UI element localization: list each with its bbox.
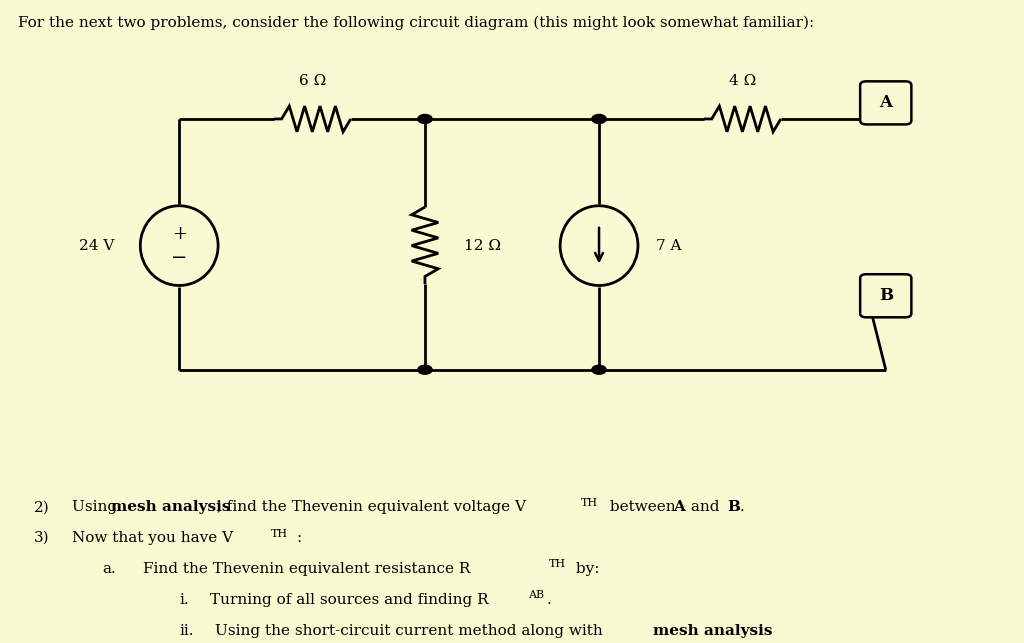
Text: Using: Using (72, 500, 122, 514)
Text: mesh analysis: mesh analysis (111, 500, 230, 514)
Circle shape (592, 114, 606, 123)
Text: .: . (547, 593, 552, 607)
Text: B: B (879, 287, 893, 304)
Text: mesh analysis: mesh analysis (653, 624, 773, 638)
Text: AB: AB (528, 590, 545, 601)
Text: 4 Ω: 4 Ω (729, 74, 756, 88)
Text: Turning of all sources and finding R: Turning of all sources and finding R (210, 593, 488, 607)
Text: 2): 2) (34, 500, 49, 514)
Circle shape (592, 365, 606, 374)
Ellipse shape (140, 206, 218, 285)
Text: For the next two problems, consider the following circuit diagram (this might lo: For the next two problems, consider the … (18, 16, 815, 30)
Text: 6 Ω: 6 Ω (299, 74, 326, 88)
Text: Find the Thevenin equivalent resistance R: Find the Thevenin equivalent resistance … (143, 562, 471, 576)
Text: between: between (605, 500, 681, 514)
Text: TH: TH (549, 559, 566, 570)
Text: 24 V: 24 V (79, 239, 115, 253)
Text: 3): 3) (34, 531, 49, 545)
Text: +: + (172, 224, 186, 242)
Text: :: : (296, 531, 301, 545)
Text: A: A (880, 95, 892, 111)
Text: Using the short-circuit current method along with: Using the short-circuit current method a… (215, 624, 607, 638)
Text: Now that you have V: Now that you have V (72, 531, 232, 545)
Text: TH: TH (581, 498, 598, 508)
Text: , find the Thevenin equivalent voltage V: , find the Thevenin equivalent voltage V (217, 500, 526, 514)
Text: i.: i. (179, 593, 188, 607)
FancyBboxPatch shape (860, 274, 911, 317)
Text: by:: by: (571, 562, 600, 576)
Text: .: . (739, 500, 744, 514)
Circle shape (418, 365, 432, 374)
Text: B: B (727, 500, 740, 514)
Text: a.: a. (102, 562, 116, 576)
Text: 7 A: 7 A (656, 239, 682, 253)
Text: A: A (673, 500, 685, 514)
Text: 12 Ω: 12 Ω (464, 239, 501, 253)
FancyBboxPatch shape (860, 82, 911, 124)
Text: TH: TH (271, 529, 289, 539)
Ellipse shape (560, 206, 638, 285)
Circle shape (418, 114, 432, 123)
Text: and: and (686, 500, 724, 514)
Text: ii.: ii. (179, 624, 194, 638)
Text: .: . (758, 624, 763, 638)
Text: −: − (171, 249, 187, 267)
